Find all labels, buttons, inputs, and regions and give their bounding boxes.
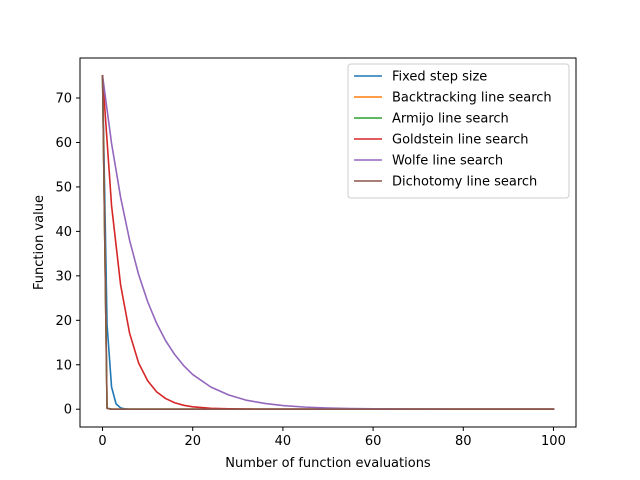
- x-tick-label: 80: [455, 434, 472, 449]
- legend-label-5: Wolfe line search: [392, 154, 503, 169]
- y-axis-label: Function value: [32, 195, 47, 290]
- legend-label-3: Armijo line search: [392, 112, 509, 127]
- x-tick-label: 20: [184, 434, 201, 449]
- legend-label-2: Backtracking line search: [392, 91, 552, 106]
- y-tick-label: 0: [64, 403, 72, 418]
- legend-box: [347, 63, 570, 199]
- x-tick-label: 60: [365, 434, 382, 449]
- legend-label-4: Goldstein line search: [392, 133, 529, 148]
- legend-label-6: Dichotomy line search: [392, 175, 537, 190]
- series-group: [101, 74, 555, 411]
- y-tick-label: 40: [55, 225, 72, 240]
- y-tick-label: 60: [55, 136, 72, 151]
- x-tick-label: 40: [275, 434, 292, 449]
- legend-label-1: Fixed step size: [392, 70, 487, 85]
- series-line-6: [101, 74, 555, 411]
- y-tick-label: 30: [55, 269, 72, 284]
- y-tick-label: 10: [55, 358, 72, 373]
- x-tick-label: 0: [98, 434, 106, 449]
- x-tick-label: 100: [541, 434, 566, 449]
- y-tick-label: 20: [55, 314, 72, 329]
- y-tick-label: 70: [55, 92, 72, 107]
- y-tick-label: 50: [55, 180, 72, 195]
- x-axis-label: Number of function evaluations: [225, 456, 431, 471]
- plot-frame: [79, 57, 577, 428]
